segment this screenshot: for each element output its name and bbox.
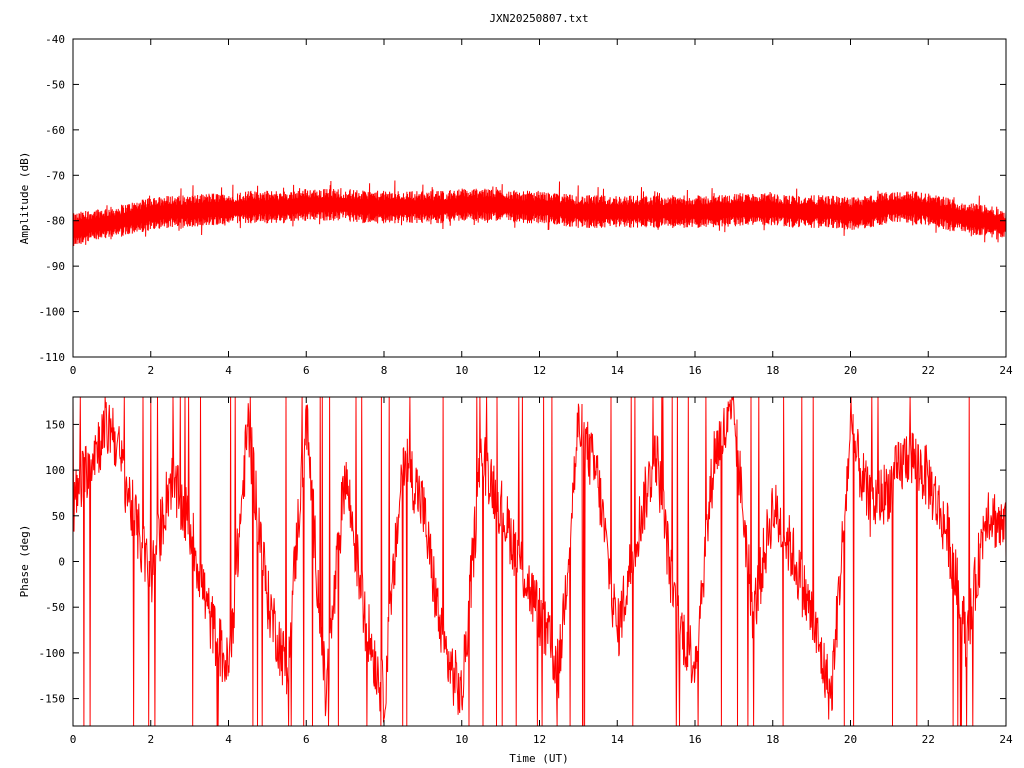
- amplitude-axes: 0 2 4 6 8 10 12 14 16 18 20 22 24-40-50-60-70-80-90-…: [39, 33, 1013, 377]
- phase-x-tick-label: 24: [999, 733, 1013, 746]
- time-x-label: Time (UT): [509, 752, 569, 765]
- amplitude-y-tick-label: -80: [45, 215, 65, 228]
- phase-y-tick-label: -50: [45, 601, 65, 614]
- amplitude-x-tick-label: 4: [225, 364, 232, 377]
- phase-trace-layer: [72, 395, 1007, 727]
- phase-x-tick-label: 4: [225, 733, 232, 746]
- amplitude-y-tick-label: -110: [39, 351, 66, 364]
- amplitude-x-tick-label: 8: [381, 364, 388, 377]
- phase-y-tick-label: -100: [39, 647, 66, 660]
- amplitude-series-line: [72, 180, 1007, 247]
- amplitude-y-label: Amplitude (dB): [18, 152, 31, 245]
- amplitude-x-tick-label: 20: [844, 364, 857, 377]
- phase-y-tick-label: 100: [45, 464, 65, 477]
- amplitude-x-tick-label: 24: [999, 364, 1013, 377]
- amplitude-y-tick-label: -90: [45, 260, 65, 273]
- phase-x-tick-label: 18: [766, 733, 779, 746]
- phase-x-tick-label: 16: [688, 733, 701, 746]
- phase-y-tick-label: 150: [45, 418, 65, 431]
- amplitude-x-tick-label: 22: [922, 364, 935, 377]
- phase-y-tick-label: -150: [39, 693, 66, 706]
- amplitude-trace-layer: [72, 180, 1007, 247]
- phase-x-tick-label: 2: [147, 733, 154, 746]
- amplitude-x-tick-label: 16: [688, 364, 701, 377]
- amplitude-y-tick-label: -60: [45, 124, 65, 137]
- amplitude-y-tick-label: -50: [45, 78, 65, 91]
- phase-x-tick-label: 0: [70, 733, 77, 746]
- phase-y-tick-label: 0: [58, 556, 65, 569]
- phase-x-tick-label: 12: [533, 733, 546, 746]
- phase-plot-frame: [72, 396, 1007, 727]
- chart-title: JXN20250807.txt: [489, 12, 588, 25]
- amplitude-x-tick-label: 18: [766, 364, 779, 377]
- amplitude-panel: 0 2 4 6 8 10 12 14 16 18 20 22 24-40-50-60-70-80-90-…: [18, 33, 1013, 377]
- amplitude-x-tick-label: 14: [611, 364, 625, 377]
- phase-x-tick-label: 14: [611, 733, 625, 746]
- amplitude-y-tick-label: -40: [45, 33, 65, 46]
- phase-x-tick-label: 22: [922, 733, 935, 746]
- phase-panel: 0 2 4 6 8 10 12 14 16 18 20 22 24150100500-50-100-15…: [18, 395, 1013, 765]
- phase-x-tick-label: 20: [844, 733, 857, 746]
- phase-y-tick-label: 50: [52, 510, 65, 523]
- phase-x-tick-label: 6: [303, 733, 310, 746]
- amplitude-y-tick-label: -100: [39, 306, 66, 319]
- amplitude-x-tick-label: 0: [70, 364, 77, 377]
- amplitude-x-tick-label: 2: [147, 364, 154, 377]
- phase-axes: 0 2 4 6 8 10 12 14 16 18 20 22 24150100500-50-100-15…: [39, 397, 1013, 746]
- amplitude-x-tick-label: 6: [303, 364, 310, 377]
- amplitude-x-tick-label: 10: [455, 364, 468, 377]
- phase-x-tick-label: 10: [455, 733, 468, 746]
- phase-y-label: Phase (deg): [18, 525, 31, 598]
- phase-x-tick-label: 8: [381, 733, 388, 746]
- amplitude-x-tick-label: 12: [533, 364, 546, 377]
- amplitude-y-tick-label: -70: [45, 169, 65, 182]
- phase-series-line: [72, 395, 1007, 727]
